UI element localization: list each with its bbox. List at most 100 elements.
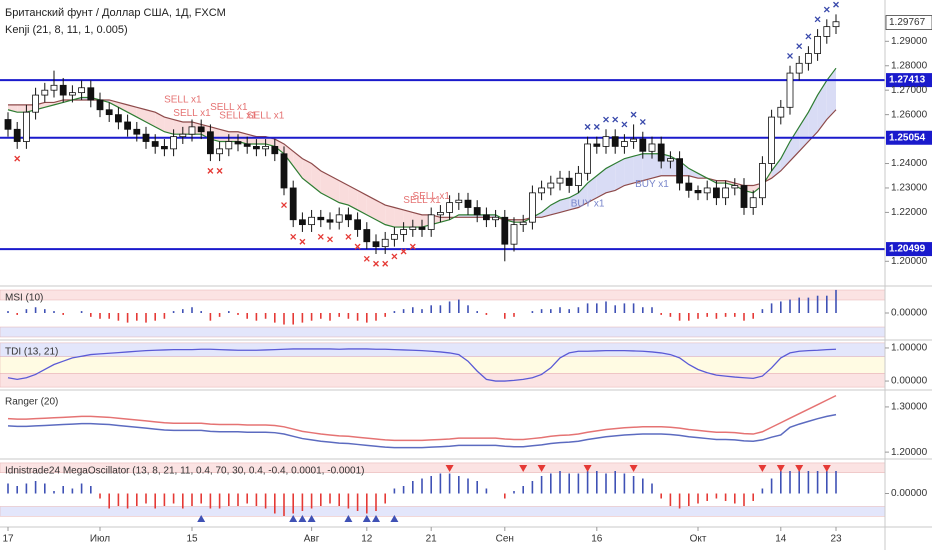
x-tick-label: 15 [186, 534, 198, 545]
candle-body [593, 143, 601, 147]
pane-title: Idnistrade24 MegaOscillator (13, 8, 21, … [5, 466, 364, 477]
ma-cloud [376, 200, 386, 225]
candle-body [326, 219, 334, 223]
candle-body [363, 229, 371, 243]
signal-cross [833, 1, 839, 8]
x-tick-label: 16 [591, 534, 603, 545]
candle-body [519, 221, 527, 226]
ma-cloud [155, 112, 165, 132]
candle-body [354, 219, 362, 230]
candle-body [602, 136, 610, 147]
candle-body [667, 158, 674, 162]
candle-body [298, 219, 306, 226]
signal-label: SELL x1 [219, 110, 257, 121]
signal-cross [290, 233, 297, 240]
candle-body [243, 143, 251, 147]
ma-cloud [541, 205, 551, 218]
ma-cloud [560, 197, 570, 213]
signal-cross [400, 248, 407, 255]
candle-body [409, 226, 417, 230]
candle-body [832, 21, 840, 28]
candle-body [501, 216, 509, 245]
candle-body [529, 192, 536, 223]
x-tick-label: Июл [90, 534, 110, 545]
ma-cloud [302, 158, 312, 186]
signal-cross [216, 167, 223, 174]
candle-body [188, 126, 196, 135]
signal-down [537, 465, 546, 472]
candle-body [32, 94, 39, 113]
signal-cross [345, 233, 352, 240]
y-tick-label: 1.20000 [891, 256, 928, 267]
ma-cloud [799, 112, 809, 152]
candle-body [160, 146, 168, 150]
y-tick-label: 1.30000 [891, 402, 928, 413]
candle-body [676, 158, 683, 184]
signal-cross [317, 233, 324, 240]
ma-cloud [173, 119, 183, 135]
candle-body [124, 121, 131, 130]
ma-cloud [790, 126, 800, 162]
ma-cloud [514, 219, 524, 223]
candle-body [814, 36, 821, 54]
last-price-label: 1.29767 [889, 17, 926, 28]
ma-cloud [284, 143, 294, 166]
ma-cloud [606, 163, 616, 193]
candle-body [731, 185, 739, 189]
candle-body [740, 185, 748, 208]
candle-body [482, 214, 490, 221]
candle-body [372, 241, 380, 248]
y-tick-label: 0.00000 [891, 488, 928, 499]
x-tick-label: Окт [690, 534, 707, 545]
candle-body [630, 138, 637, 142]
ma-cloud [385, 205, 395, 228]
candle-body [427, 214, 435, 230]
y-tick-label: 0.00000 [891, 376, 928, 387]
signal-cross [14, 155, 21, 162]
candle-body [96, 99, 104, 111]
candle-body [234, 141, 242, 145]
ma-cloud [357, 190, 367, 215]
candle-body [611, 136, 619, 147]
candle-body [308, 216, 316, 226]
x-tick-label: 23 [830, 534, 842, 545]
candle-body [317, 216, 325, 221]
candle-body [538, 187, 545, 194]
signal-up [197, 515, 206, 522]
ma-cloud [468, 214, 478, 218]
candle-body [22, 111, 30, 142]
ma-cloud [330, 175, 340, 203]
candle-body [115, 114, 122, 123]
ma-cloud [403, 209, 413, 228]
y-tick-label: 1.28000 [891, 60, 928, 71]
signal-cross [327, 236, 333, 243]
ma-cloud [228, 131, 238, 142]
ma-cloud [578, 183, 588, 208]
signal-cross [805, 33, 812, 40]
candle-body [78, 87, 85, 94]
signal-up [307, 515, 316, 522]
signal-cross [299, 238, 306, 245]
signal-up [298, 515, 307, 522]
candle-body [768, 116, 775, 164]
candle-body [335, 214, 343, 223]
signal-cross [621, 121, 628, 128]
signal-cross [787, 53, 793, 59]
ma-cloud [339, 180, 349, 206]
candle-body [510, 224, 518, 245]
signal-label: BUY x1 [635, 179, 669, 190]
indicator-band [0, 373, 886, 388]
candle-body [823, 26, 831, 37]
ma-cloud [348, 185, 358, 210]
signal-cross [584, 123, 591, 130]
signal-down [519, 465, 528, 472]
pane-title: Ranger (20) [5, 397, 58, 408]
ma-cloud [587, 175, 597, 203]
candle-body [639, 138, 647, 152]
candle-body [13, 128, 21, 142]
pane-title: MSI (10) [5, 293, 43, 304]
candle-body [225, 141, 233, 150]
level-label-box [886, 130, 932, 145]
candle-body [271, 146, 279, 155]
y-tick-label: 1.29000 [891, 36, 928, 47]
